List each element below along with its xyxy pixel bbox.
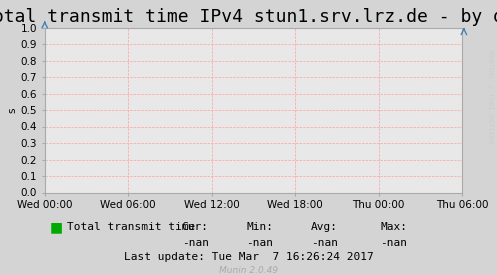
Title: Total transmit time IPv4 stun1.srv.lrz.de - by day: Total transmit time IPv4 stun1.srv.lrz.d…	[0, 8, 497, 26]
Text: -nan: -nan	[381, 238, 408, 248]
Y-axis label: s: s	[8, 107, 18, 113]
Text: ■: ■	[50, 220, 63, 234]
Text: Avg:: Avg:	[311, 222, 338, 232]
Text: Min:: Min:	[247, 222, 273, 232]
Text: -nan: -nan	[311, 238, 338, 248]
Text: Total transmit time: Total transmit time	[67, 222, 195, 232]
Text: Last update: Tue Mar  7 16:26:24 2017: Last update: Tue Mar 7 16:26:24 2017	[124, 252, 373, 262]
Text: RRDTOOL / TOBI OETIKER: RRDTOOL / TOBI OETIKER	[487, 50, 493, 143]
Text: -nan: -nan	[247, 238, 273, 248]
Text: Munin 2.0.49: Munin 2.0.49	[219, 266, 278, 275]
Text: Cur:: Cur:	[182, 222, 209, 232]
Text: Max:: Max:	[381, 222, 408, 232]
Text: -nan: -nan	[182, 238, 209, 248]
